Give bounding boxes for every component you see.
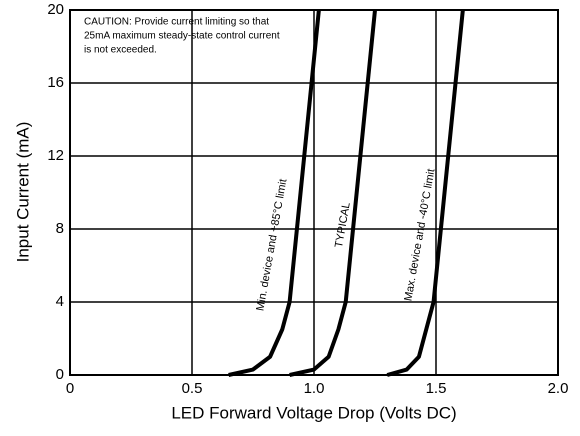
x-tick-label: 2.0 (548, 380, 569, 397)
y-axis-label: Input Current (mA) (13, 122, 32, 263)
curve-label: Min. device and +85°C limit (254, 178, 289, 312)
curve (386, 9, 465, 377)
y-tick-label: 12 (47, 147, 64, 164)
x-axis-label: LED Forward Voltage Drop (Volts DC) (171, 403, 456, 422)
curve (289, 9, 377, 377)
x-tick-label: 1.0 (304, 380, 325, 397)
caution-note: 25mA maximum steady-state control curren… (84, 31, 280, 42)
y-tick-label: 16 (47, 74, 64, 91)
caution-note: is not exceeded. (84, 45, 157, 56)
caution-note: CAUTION: Provide current limiting so tha… (84, 17, 269, 28)
y-tick-label: 0 (56, 366, 64, 383)
x-tick-label: 1.5 (426, 380, 447, 397)
y-tick-label: 20 (47, 1, 64, 18)
curve (228, 9, 321, 377)
plot-frame (69, 9, 559, 376)
y-tick-label: 4 (56, 293, 64, 310)
x-tick-label: 0.5 (182, 380, 203, 397)
curve-label: Max. device and -40°C limit (402, 168, 437, 302)
x-tick-label: 0 (66, 380, 74, 397)
y-tick-label: 8 (56, 220, 64, 237)
